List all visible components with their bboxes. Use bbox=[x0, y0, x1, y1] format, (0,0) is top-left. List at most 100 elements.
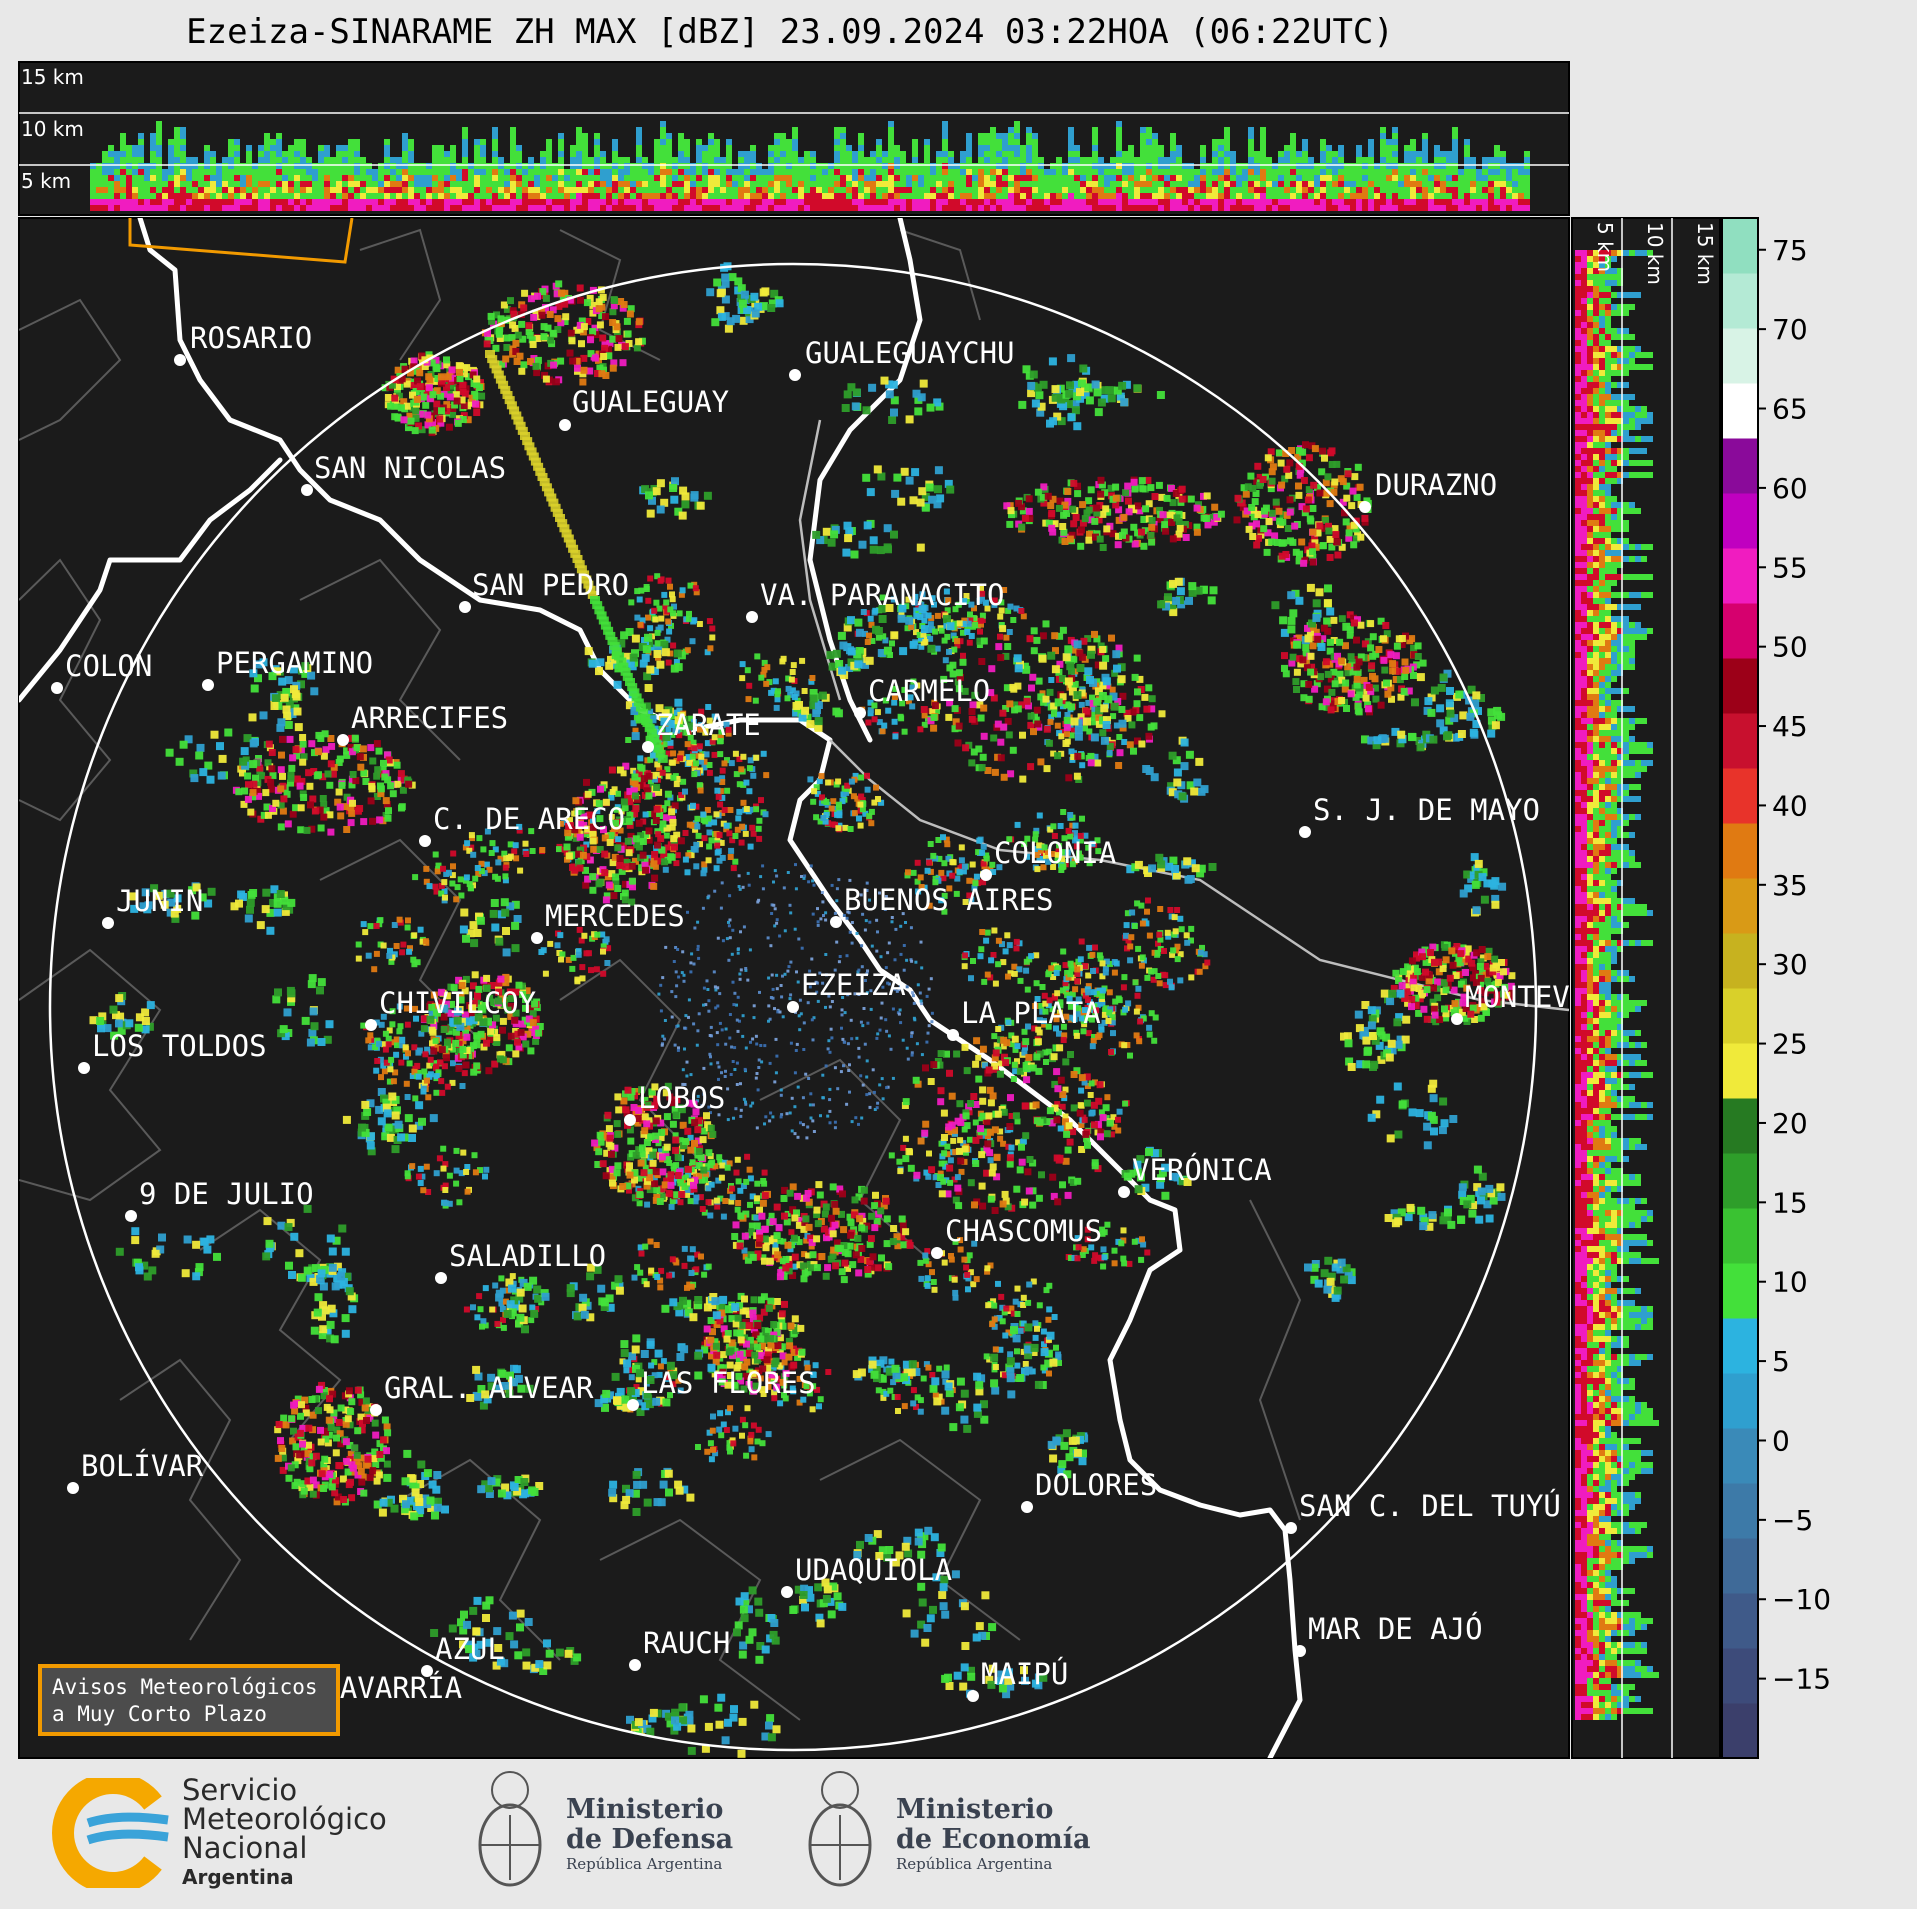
city-dot bbox=[787, 1001, 799, 1013]
city-saladillo: SALADILLO bbox=[435, 1239, 606, 1284]
city-label: S. J. DE MAYO bbox=[1313, 793, 1540, 827]
city-dot bbox=[1359, 501, 1371, 513]
colorbar-tick-label: −10 bbox=[1772, 1583, 1831, 1616]
colorbar-swatch bbox=[1722, 603, 1758, 659]
city-dot bbox=[854, 707, 866, 719]
city-label: VERÓNICA bbox=[1132, 1153, 1272, 1187]
city-dot bbox=[125, 1210, 137, 1222]
city-label: BOLÍVAR bbox=[81, 1449, 204, 1483]
city-dot bbox=[102, 917, 114, 929]
colorbar-swatch bbox=[1722, 1483, 1758, 1539]
colorbar-swatch bbox=[1722, 1098, 1758, 1154]
colorbar-tick-label: 15 bbox=[1772, 1186, 1808, 1219]
aviso-badge[interactable]: Avisos Meteorológicos a Muy Corto Plazo bbox=[38, 1664, 340, 1736]
city-ezeiza: EZEIZA bbox=[787, 968, 906, 1013]
colorbar-tick-label: 40 bbox=[1772, 789, 1808, 822]
city-dot bbox=[531, 932, 543, 944]
city-dot bbox=[78, 1062, 90, 1074]
city-dot bbox=[830, 916, 842, 928]
city-buenos-aires: BUENOS AIRES bbox=[830, 883, 1054, 928]
city-label: LAS FLORES bbox=[641, 1366, 816, 1400]
city-dot bbox=[980, 869, 992, 881]
city-label: JUNIN bbox=[116, 884, 203, 918]
city-verónica: VERÓNICA bbox=[1118, 1153, 1272, 1198]
warning-polygon bbox=[128, 218, 354, 264]
city-colonia: COLONIA bbox=[980, 836, 1116, 881]
city-dot bbox=[1294, 1645, 1306, 1657]
colorbar-swatch bbox=[1722, 438, 1758, 494]
city-san-nicolas: SAN NICOLAS bbox=[301, 451, 506, 496]
economia-text: Ministerio de Economía República Argenti… bbox=[896, 1795, 1090, 1874]
city-dot bbox=[1299, 826, 1311, 838]
city-gualeguaychu: GUALEGUAYCHU bbox=[789, 336, 1015, 381]
city-label: SAN C. DEL TUYÚ bbox=[1299, 1489, 1561, 1523]
colorbar-tick-label: −5 bbox=[1772, 1504, 1813, 1537]
city-los-toldos: LOS TOLDOS bbox=[78, 1029, 267, 1074]
city-dot bbox=[365, 1019, 377, 1031]
city-label: UDAQUIOLA bbox=[795, 1553, 952, 1587]
city-dot bbox=[1451, 1013, 1463, 1025]
colorbar-tick-label: 75 bbox=[1772, 234, 1808, 267]
city-maipú: MAIPÚ bbox=[967, 1657, 1068, 1702]
colorbar-swatch bbox=[1722, 933, 1758, 989]
city-label: COLON bbox=[65, 649, 152, 683]
coat-of-arms-icon-defensa bbox=[478, 1771, 542, 1887]
aviso-line-1: Avisos Meteorológicos bbox=[52, 1675, 318, 1699]
colorbar-tick-label: 25 bbox=[1772, 1028, 1808, 1061]
city-san-c-del-tuyú: SAN C. DEL TUYÚ bbox=[1285, 1489, 1561, 1534]
colorbar-tick-label: 5 bbox=[1772, 1345, 1790, 1378]
colorbar-swatch bbox=[1722, 1593, 1758, 1649]
smn-line-3: Nacional bbox=[182, 1831, 308, 1865]
colorbar-swatch bbox=[1722, 383, 1758, 439]
city-label: ARRECIFES bbox=[351, 701, 508, 735]
city-zarate: ZARATE bbox=[642, 708, 761, 753]
city-dot bbox=[1285, 1522, 1297, 1534]
city-label: LOS TOLDOS bbox=[92, 1029, 267, 1063]
city-dot bbox=[624, 1114, 636, 1126]
city-san-pedro: SAN PEDRO bbox=[459, 568, 629, 613]
coat-of-arms-icon-economia bbox=[808, 1771, 872, 1887]
range-ring bbox=[48, 262, 1538, 1752]
map-title: Ezeiza-SINARAME ZH MAX [dBZ] 23.09.2024 … bbox=[186, 12, 1394, 52]
city-dot bbox=[51, 682, 63, 694]
city-dot bbox=[202, 679, 214, 691]
city-udaquiola: UDAQUIOLA bbox=[781, 1553, 952, 1598]
city-9-de-julio: 9 DE JULIO bbox=[125, 1177, 314, 1222]
colorbar-swatch bbox=[1722, 218, 1758, 274]
defensa-title-2: de Defensa bbox=[566, 1824, 734, 1855]
colorbar-tick-label: 65 bbox=[1772, 393, 1808, 426]
city-mercedes: MERCEDES bbox=[531, 899, 685, 944]
city-label: SALADILLO bbox=[449, 1239, 606, 1273]
colorbar-swatch bbox=[1722, 878, 1758, 934]
city-dolores: DOLORES bbox=[1021, 1468, 1157, 1513]
city-dot bbox=[337, 734, 349, 746]
city-dot bbox=[419, 835, 431, 847]
city-dot bbox=[435, 1272, 447, 1284]
city-label: AZUL bbox=[435, 1632, 505, 1666]
city-label: RAUCH bbox=[643, 1626, 730, 1660]
city-dot bbox=[789, 369, 801, 381]
city-label: MERCEDES bbox=[545, 899, 685, 933]
city-dot bbox=[1118, 1186, 1130, 1198]
city-chascomus: CHASCOMUS bbox=[931, 1214, 1102, 1259]
city-dot bbox=[967, 1690, 979, 1702]
city-dot bbox=[781, 1586, 793, 1598]
city-label: C. DE ARECO bbox=[433, 802, 625, 836]
city-label: VA. PARANACITO bbox=[760, 578, 1004, 612]
colorbar-swatch bbox=[1722, 713, 1758, 769]
colorbar-swatch bbox=[1722, 1318, 1758, 1374]
city-dot bbox=[629, 1659, 641, 1671]
city-label: ROSARIO bbox=[190, 321, 312, 355]
colorbar-swatch bbox=[1722, 1648, 1758, 1704]
city-dot bbox=[1021, 1501, 1033, 1513]
side-profile-echo bbox=[1575, 250, 1659, 1720]
city-label: SAN PEDRO bbox=[472, 568, 629, 602]
smn-logo bbox=[52, 1778, 169, 1888]
top-profile-echo bbox=[90, 121, 1530, 211]
city-carmelo: CARMELO bbox=[854, 674, 990, 719]
colorbar-tick-label: 45 bbox=[1772, 710, 1808, 743]
city-label: CARMELO bbox=[868, 674, 990, 708]
colorbar-swatch bbox=[1722, 1208, 1758, 1264]
colorbar-swatch bbox=[1722, 1428, 1758, 1484]
defensa-text: Ministerio de Defensa República Argentin… bbox=[566, 1795, 734, 1874]
